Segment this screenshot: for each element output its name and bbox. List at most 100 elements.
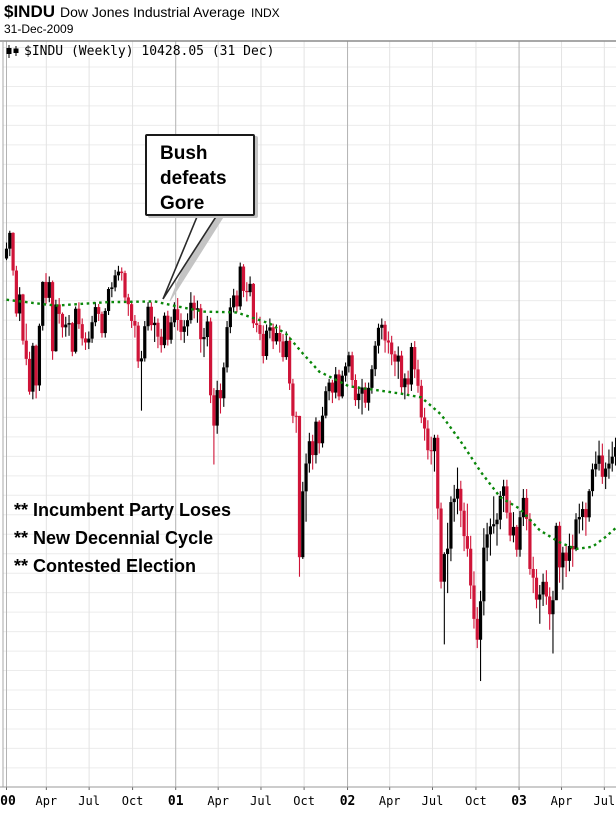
candle xyxy=(590,463,595,497)
candle xyxy=(600,443,604,484)
candle xyxy=(541,573,545,606)
candle xyxy=(567,533,572,572)
symbol-label: $INDU xyxy=(4,2,56,21)
candle xyxy=(317,420,321,454)
candle xyxy=(307,432,311,473)
candle xyxy=(268,318,272,339)
x-axis-month-label: Jul xyxy=(250,794,272,808)
candle xyxy=(166,310,170,346)
candle xyxy=(518,511,522,557)
candle xyxy=(334,367,338,399)
candle xyxy=(4,242,9,261)
callout-line: defeats xyxy=(160,168,227,189)
candle xyxy=(248,276,252,297)
candle xyxy=(255,312,259,333)
x-axis-month-label: Oct xyxy=(465,794,487,808)
candle xyxy=(482,528,486,616)
x-axis-year-label: 00 xyxy=(0,794,16,809)
candle xyxy=(505,479,509,519)
x-axis-month-label: Jul xyxy=(593,794,615,808)
candle xyxy=(222,362,226,407)
candle xyxy=(199,303,203,353)
candle xyxy=(531,556,535,594)
candle xyxy=(521,489,525,527)
candle xyxy=(87,331,91,350)
candle xyxy=(597,440,601,471)
candle xyxy=(511,512,516,543)
candle xyxy=(103,308,107,338)
candle xyxy=(442,552,446,645)
candle xyxy=(393,350,397,377)
candle xyxy=(83,332,88,350)
candle xyxy=(557,521,562,583)
candle xyxy=(525,489,529,531)
candle xyxy=(607,449,611,479)
x-axis-month-label: Oct xyxy=(122,794,144,808)
candle xyxy=(455,467,460,515)
candle xyxy=(406,370,410,395)
candle xyxy=(100,311,104,338)
candle xyxy=(363,382,367,408)
x-axis-month-label: Jul xyxy=(422,794,444,808)
candle xyxy=(129,300,134,328)
candle xyxy=(24,323,28,366)
x-axis-year-label: 03 xyxy=(511,794,527,809)
candles xyxy=(4,230,616,682)
x-axis-month-label: Apr xyxy=(379,794,401,808)
candle xyxy=(390,335,394,366)
candle xyxy=(534,569,539,609)
candle xyxy=(14,265,18,317)
callout-tail xyxy=(162,211,226,302)
candle xyxy=(297,415,302,577)
candle xyxy=(465,503,469,557)
candle xyxy=(528,513,532,575)
candle xyxy=(238,262,242,310)
candle xyxy=(31,342,35,400)
ma40-line xyxy=(6,298,616,551)
candle xyxy=(327,378,331,401)
candle xyxy=(574,513,578,552)
candle xyxy=(202,327,206,358)
x-axis-month-label: Apr xyxy=(207,794,229,808)
candle xyxy=(383,321,387,353)
candle xyxy=(419,379,423,424)
candle xyxy=(564,545,568,578)
candle xyxy=(492,496,496,534)
candle xyxy=(314,417,318,464)
candle xyxy=(488,518,493,556)
candle xyxy=(386,331,390,354)
candle xyxy=(284,331,288,360)
candle xyxy=(347,351,351,373)
candle xyxy=(376,323,381,354)
candle xyxy=(80,318,84,346)
candle xyxy=(169,316,173,344)
candle xyxy=(288,336,292,390)
candle xyxy=(74,306,78,354)
candle xyxy=(176,298,180,331)
candle xyxy=(185,313,190,336)
candle xyxy=(554,522,558,601)
candle xyxy=(426,420,430,460)
candle xyxy=(162,312,167,349)
candle xyxy=(93,302,97,327)
callout-line: Gore xyxy=(160,193,205,214)
symbol-name: Dow Jones Industrial Average xyxy=(60,4,245,20)
candle xyxy=(34,344,38,399)
candle xyxy=(337,369,341,401)
candle xyxy=(343,362,348,382)
x-axis-month-label: Oct xyxy=(293,794,315,808)
candle xyxy=(60,312,65,338)
candle xyxy=(330,379,335,404)
candle xyxy=(594,451,598,477)
candle xyxy=(281,334,285,362)
chart-title: $INDU Dow Jones Industrial Average INDX xyxy=(4,2,280,22)
candle xyxy=(340,370,344,399)
candle xyxy=(278,325,282,353)
candle xyxy=(439,502,443,589)
candle xyxy=(136,321,140,368)
election-notes: ** Incumbent Party Loses ** New Decennia… xyxy=(14,496,231,580)
candle xyxy=(452,484,456,522)
candle xyxy=(245,282,249,302)
candle xyxy=(261,325,265,364)
